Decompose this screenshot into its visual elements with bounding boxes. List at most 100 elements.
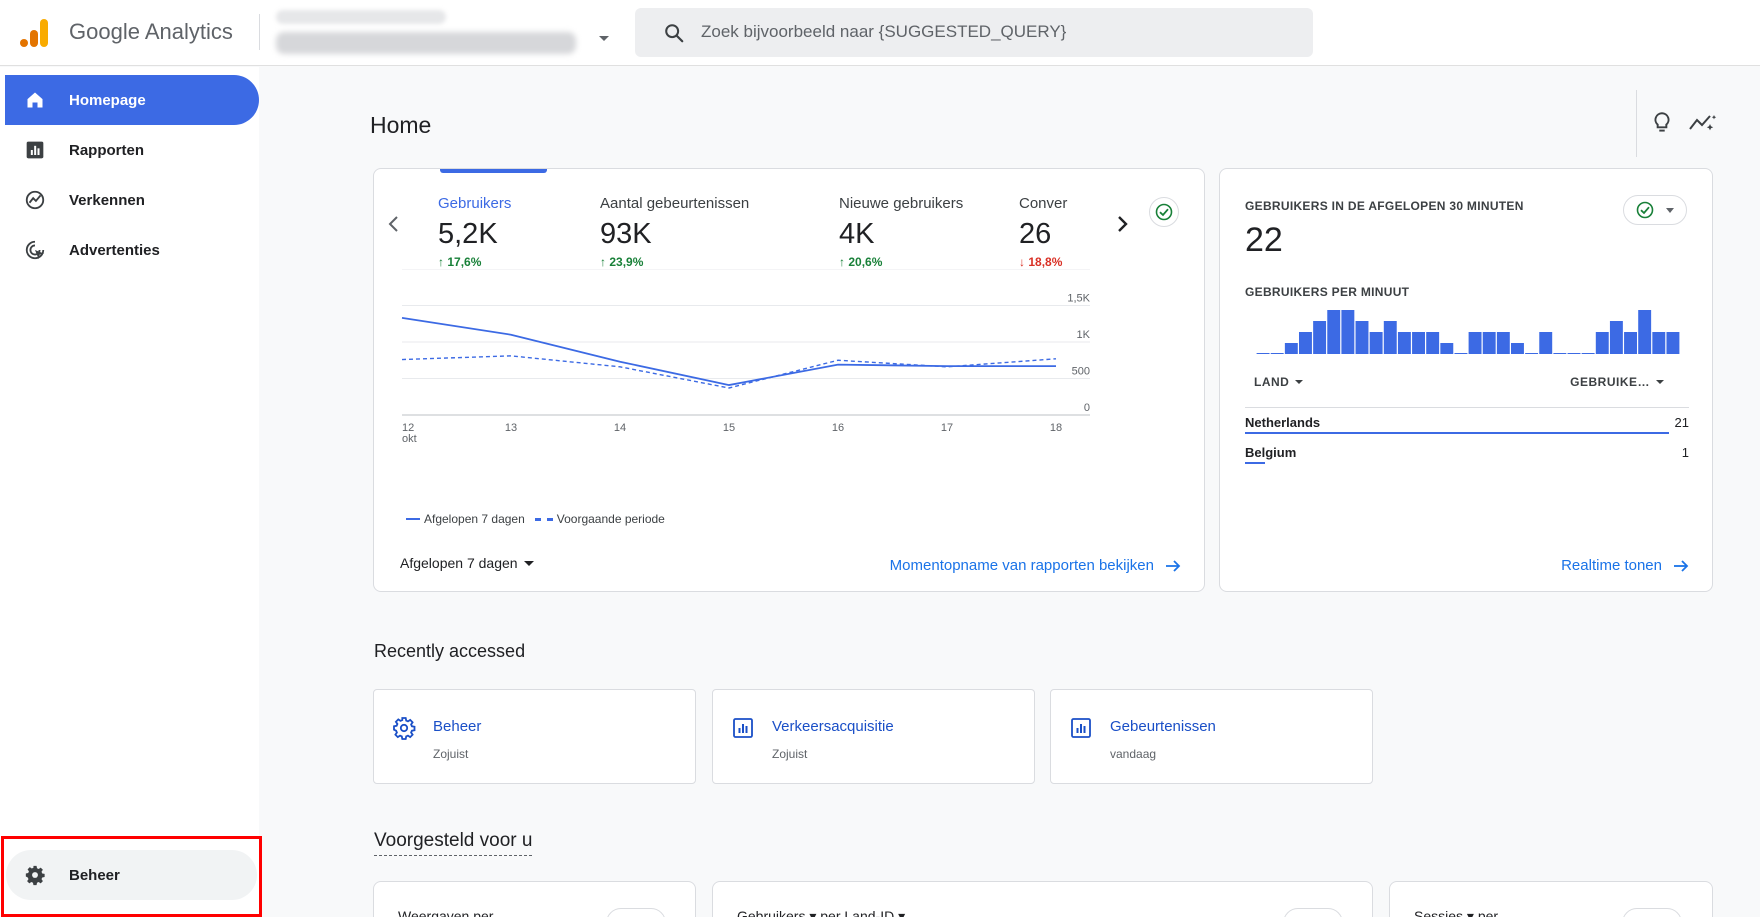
- analytics-logo-icon[interactable]: [20, 17, 50, 49]
- view-realtime-link[interactable]: Realtime tonen: [1561, 557, 1692, 574]
- sidebar: Homepage Rapporten Verkennen Advertentie…: [0, 67, 259, 917]
- legend-item-previous: Voorgaande periode: [534, 512, 665, 526]
- card-status-dropdown[interactable]: [606, 908, 666, 917]
- metric-tab-events[interactable]: Aantal gebeurtenissen 93K ↑ 23,9%: [600, 195, 749, 269]
- sidebar-item-advertenties[interactable]: Advertenties: [5, 225, 259, 275]
- caret-down-icon: [1666, 207, 1674, 213]
- suggested-card[interactable]: Weergaven per: [373, 881, 696, 917]
- search-input[interactable]: [701, 18, 1281, 46]
- chevron-right-icon[interactable]: [1112, 212, 1132, 236]
- realtime-subtitle: GEBRUIKERS PER MINUUT: [1245, 285, 1410, 299]
- sidebar-item-homepage[interactable]: Homepage: [5, 75, 259, 125]
- chart-legend: Afgelopen 7 dagen Voorgaande periode: [406, 512, 675, 526]
- minute-bar: [1595, 332, 1609, 354]
- admin-highlight-box: [1, 836, 262, 917]
- search-bar[interactable]: [635, 8, 1313, 57]
- x-tick-label: 18: [1050, 422, 1062, 434]
- minute-bar: [1553, 353, 1567, 354]
- header-divider: [259, 14, 260, 50]
- minute-bar: [1383, 321, 1397, 354]
- y-tick-label: 1K: [1077, 329, 1091, 341]
- recent-item-title: Beheer: [433, 718, 482, 735]
- recent-item-title: Verkeersacquisitie: [772, 718, 894, 735]
- reports-icon: [23, 138, 47, 162]
- realtime-value: 22: [1245, 221, 1283, 259]
- x-tick-sublabel: okt: [402, 433, 417, 445]
- recent-item-verkeersacquisitie[interactable]: Verkeersacquisitie Zojuist: [712, 689, 1035, 784]
- data-quality-check-button[interactable]: [1149, 197, 1179, 227]
- user-count: 21: [1674, 415, 1689, 430]
- metric-label: Gebruikers: [438, 195, 512, 212]
- report-icon: [733, 718, 753, 738]
- lightbulb-icon[interactable]: [1649, 110, 1675, 136]
- country-name: Netherlands: [1245, 415, 1321, 430]
- x-tick-label: 16: [832, 422, 844, 434]
- users-per-minute-chart: [1256, 310, 1680, 354]
- card-status-dropdown[interactable]: [1622, 908, 1682, 917]
- x-tick-label: 13: [505, 422, 517, 434]
- table-divider: [1245, 407, 1689, 408]
- suggested-card[interactable]: Sessies ▾ per: [1389, 881, 1713, 917]
- chevron-left-icon[interactable]: [384, 212, 404, 236]
- app-title: Google Analytics: [69, 19, 233, 44]
- minute-bar: [1525, 353, 1539, 354]
- recent-item-time: Zojuist: [772, 747, 808, 761]
- view-reports-snapshot-link[interactable]: Momentopname van rapporten bekijken: [890, 557, 1184, 574]
- legend-item-current: Afgelopen 7 dagen: [406, 512, 525, 526]
- sidebar-item-label: Homepage: [69, 91, 146, 109]
- x-tick-label: 12: [402, 422, 414, 434]
- minute-bar: [1609, 321, 1623, 354]
- minute-bar: [1270, 353, 1284, 354]
- sidebar-item-verkennen[interactable]: Verkennen: [5, 175, 259, 225]
- arrow-up-icon: ↑: [839, 255, 849, 269]
- country-name: Belgium: [1245, 445, 1297, 460]
- minute-bar: [1539, 332, 1553, 354]
- metric-label: Conver: [1019, 195, 1068, 212]
- metric-delta: ↑ 23,9%: [600, 255, 644, 269]
- metric-tab-conversions[interactable]: Conver 26 ↓ 18,8%: [1019, 195, 1091, 269]
- report-icon: [1071, 718, 1091, 738]
- suggested-card-title: Sessies ▾ per: [1414, 908, 1499, 917]
- realtime-title: GEBRUIKERS IN DE AFGELOPEN 30 MINUTEN: [1245, 199, 1524, 213]
- minute-bar: [1440, 343, 1454, 354]
- realtime-status-dropdown[interactable]: [1623, 195, 1687, 225]
- sidebar-item-beheer[interactable]: Beheer: [6, 850, 257, 900]
- chevron-down-icon[interactable]: [599, 36, 609, 41]
- check-circle-icon: [1155, 203, 1173, 221]
- column-header-country[interactable]: LAND: [1254, 375, 1304, 389]
- column-header-users[interactable]: GEBRUIKE…: [1570, 375, 1664, 389]
- metric-tab-new-users[interactable]: Nieuwe gebruikers 4K ↑ 20,6%: [839, 195, 963, 269]
- recent-item-gebeurtenissen[interactable]: Gebeurtenissen vandaag: [1050, 689, 1373, 784]
- metric-tab-users[interactable]: Gebruikers 5,2K ↑ 17,6%: [438, 195, 511, 269]
- account-selector[interactable]: [276, 10, 586, 56]
- top-bar: Google Analytics: [0, 0, 1760, 66]
- share-bar: [1245, 432, 1670, 434]
- y-tick-label: 0: [1084, 402, 1090, 414]
- card-status-dropdown[interactable]: [1283, 908, 1343, 917]
- caret-down-icon: [523, 560, 534, 566]
- date-range-dropdown[interactable]: Afgelopen 7 dagen: [400, 555, 534, 571]
- minute-bar: [1454, 353, 1468, 354]
- insights-icon[interactable]: [1687, 110, 1717, 136]
- suggested-card[interactable]: Gebruikers ▾ per Land-ID ▾: [712, 881, 1373, 917]
- metric-value: 4K: [839, 218, 875, 250]
- caret-down-icon: [1295, 380, 1304, 384]
- minute-bar: [1567, 353, 1581, 354]
- metric-delta: ↓ 18,8%: [1019, 255, 1063, 269]
- metric-label: Aantal gebeurtenissen: [600, 195, 750, 212]
- series-line-previous: [401, 355, 1057, 389]
- minute-bar: [1341, 310, 1355, 354]
- suggested-section-title[interactable]: Voorgesteld voor u: [374, 830, 533, 856]
- recent-item-beheer[interactable]: Beheer Zojuist: [373, 689, 696, 784]
- y-tick-label: 500: [1072, 366, 1090, 378]
- link-label: Realtime tonen: [1561, 557, 1662, 574]
- minute-bar: [1397, 332, 1411, 354]
- minute-bar: [1412, 332, 1425, 354]
- sidebar-item-label: Advertenties: [69, 241, 160, 259]
- minute-bar: [1581, 353, 1595, 354]
- overview-card: Gebruikers 5,2K ↑ 17,6% Aantal gebeurten…: [373, 168, 1205, 592]
- x-tick-label: 14: [614, 422, 626, 434]
- sidebar-item-rapporten[interactable]: Rapporten: [5, 125, 259, 175]
- series-line-current: [401, 317, 1056, 386]
